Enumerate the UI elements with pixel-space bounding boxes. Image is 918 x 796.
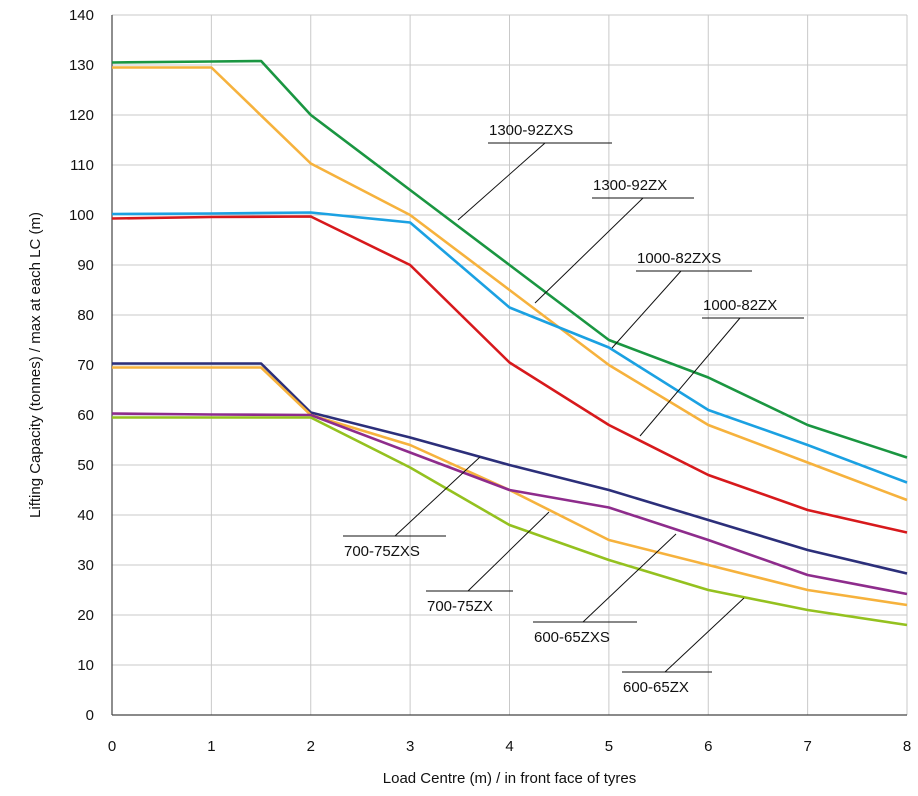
y-tick-label: 80 <box>77 307 94 324</box>
callout-1300-92ZXS: 1300-92ZXS <box>457 122 612 221</box>
callout-label: 700-75ZX <box>427 598 493 615</box>
callout-600-65ZX: 600-65ZX <box>622 597 745 696</box>
callout-700-75ZX: 700-75ZX <box>426 511 550 615</box>
x-tick-label: 4 <box>505 738 513 755</box>
callout-700-75ZXS: 700-75ZXS <box>343 456 481 560</box>
y-tick-label: 0 <box>86 707 94 724</box>
callout-label: 1300-92ZX <box>593 177 667 194</box>
y-tick-label: 10 <box>77 657 94 674</box>
x-tick-label: 7 <box>803 738 811 755</box>
y-tick-label: 20 <box>77 607 94 624</box>
y-tick-label: 100 <box>69 207 94 224</box>
callout-leader <box>639 317 741 437</box>
callout-600-65ZXS: 600-65ZXS <box>533 533 677 646</box>
x-tick-label: 1 <box>207 738 215 755</box>
y-tick-label: 120 <box>69 107 94 124</box>
x-tick-label: 3 <box>406 738 414 755</box>
y-tick-label: 60 <box>77 407 94 424</box>
series-line-1300-92ZXS <box>111 59 908 459</box>
series-line-600-65ZXS <box>111 412 908 596</box>
y-tick-label: 130 <box>69 57 94 74</box>
callout-leader <box>611 270 682 349</box>
y-tick-label: 50 <box>77 457 94 474</box>
callout-leader <box>582 533 677 623</box>
x-tick-label: 5 <box>605 738 613 755</box>
x-tick-label: 8 <box>903 738 911 755</box>
y-tick-label: 90 <box>77 257 94 274</box>
callout-1000-82ZXS: 1000-82ZXS <box>611 250 752 349</box>
callout-leader <box>664 597 745 673</box>
callout-leader <box>467 511 550 592</box>
callout-leader <box>457 142 546 221</box>
y-axis-title: Lifting Capacity (tonnes) / max at each … <box>27 212 44 518</box>
series-lines <box>111 59 908 627</box>
series-callouts: 1300-92ZXS 1300-92ZX 1000-82ZXS 1000-82ZX 70… <box>343 122 804 696</box>
grid-lines <box>111 14 908 716</box>
x-tick-label: 6 <box>704 738 712 755</box>
callout-label: 1000-82ZX <box>703 297 777 314</box>
callout-leader <box>534 197 644 304</box>
series-line-700-75ZXS <box>112 362 908 575</box>
y-tick-label: 70 <box>77 357 94 374</box>
callout-label: 1300-92ZXS <box>489 122 573 139</box>
callout-label: 600-65ZX <box>623 679 689 696</box>
callout-leader <box>394 456 481 537</box>
x-tick-labels: 0 1 2 3 4 5 6 7 8 <box>108 738 911 755</box>
series-line-1000-82ZXS <box>111 211 908 484</box>
callout-label: 1000-82ZXS <box>637 250 721 267</box>
axes <box>111 15 907 716</box>
series-line-700-75ZX <box>112 366 908 607</box>
x-tick-label: 0 <box>108 738 116 755</box>
callout-1300-92ZX: 1300-92ZX <box>534 177 694 304</box>
series-line-600-65ZX <box>112 416 908 627</box>
x-axis-title: Load Centre (m) / in front face of tyres <box>383 770 636 787</box>
series-line-1000-82ZX <box>111 215 908 534</box>
callout-1000-82ZX: 1000-82ZX <box>639 297 804 437</box>
callout-label: 600-65ZXS <box>534 629 610 646</box>
y-tick-labels: 0 10 20 30 40 50 60 70 80 90 100 110 120 130 140 <box>69 7 94 724</box>
y-tick-label: 30 <box>77 557 94 574</box>
callout-label: 700-75ZXS <box>344 543 420 560</box>
x-tick-label: 2 <box>307 738 315 755</box>
y-tick-label: 40 <box>77 507 94 524</box>
y-tick-label: 140 <box>69 7 94 24</box>
y-tick-label: 110 <box>70 157 94 174</box>
series-line-1300-92ZX <box>112 66 908 502</box>
